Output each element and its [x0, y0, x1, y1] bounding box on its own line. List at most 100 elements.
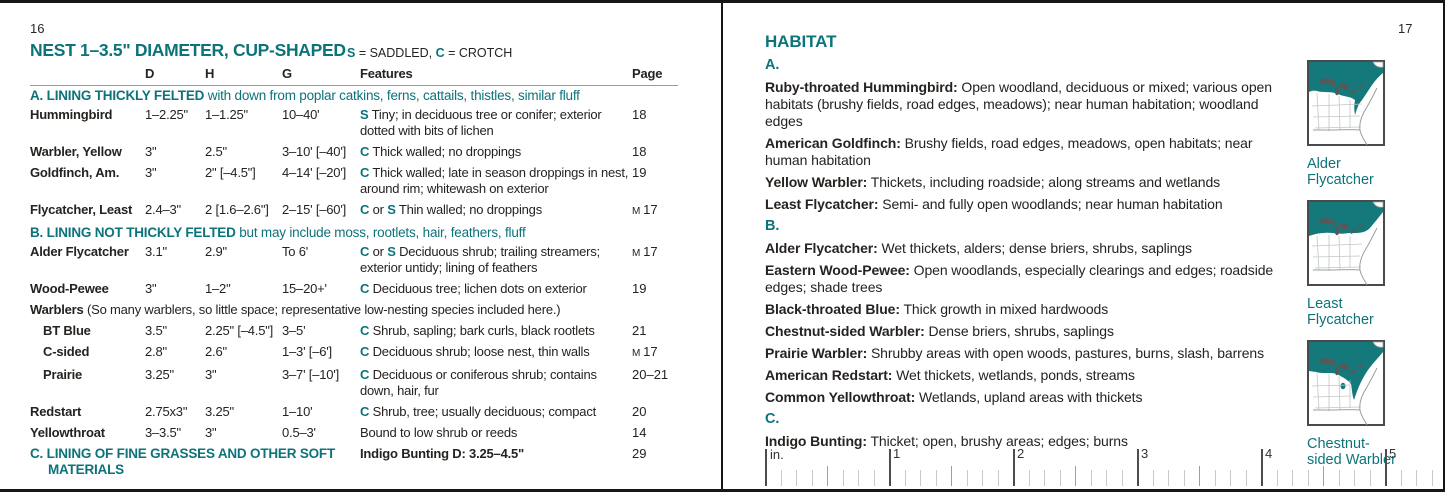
ruler-tick [1199, 466, 1200, 486]
dimension-d: 3–3.5" [145, 425, 181, 440]
nest-table: D H G Features Page A. LINING THICKLY FE… [30, 66, 678, 483]
page-ref: M 17 [632, 244, 658, 259]
column-header-g: G [282, 66, 292, 81]
dimension-h: 1–1.25" [205, 107, 248, 122]
ruler-tick [1323, 466, 1324, 486]
range-map-block-alder-flycatcher: Alder Flycatcher [1307, 60, 1417, 188]
species-name: BT Blue [43, 323, 91, 338]
dimension-h: 3" [205, 425, 217, 440]
table-row: Goldfinch, Am. 3" 2" [–4.5"] 4–14' [–20'… [30, 165, 678, 197]
ruler-tick [1276, 470, 1278, 486]
dimension-d: 2.75x3" [145, 404, 188, 419]
ruler-tick [1431, 470, 1433, 486]
ruler-tick [1183, 470, 1185, 486]
habitat-group-b-label: B. [765, 218, 780, 234]
ruler-tick [966, 470, 968, 486]
habitat-group-a-label: A. [765, 57, 780, 73]
features-cell: C or S Deciduous shrub; trailing streame… [360, 244, 600, 275]
range-map-least-flycatcher [1307, 200, 1385, 286]
dimension-h: 2 [1.6–2.6"] [205, 202, 269, 217]
features-cell: C Thick walled; no droppings [360, 144, 522, 159]
dimension-d: 3" [145, 144, 157, 159]
dimension-g: 0.5–3' [282, 425, 316, 440]
ruler-number: 4 [1265, 446, 1273, 461]
features-cell: C Deciduous or coniferous shrub; contain… [360, 367, 597, 398]
dimension-d: 3.1" [145, 244, 167, 259]
species-name: Prairie [43, 367, 83, 382]
column-header-features: Features [360, 66, 413, 81]
range-map-alder-flycatcher [1307, 60, 1385, 146]
table-row: Prairie 3.25" 3" 3–7' [–10'] C Deciduous… [30, 367, 678, 399]
species-name: Redstart [30, 404, 82, 419]
habitat-entry: American Redstart: Wet thickets, wetland… [765, 367, 1135, 383]
table-row: C-sided 2.8" 2.6" 1–3' [–6'] C Deciduous… [30, 344, 678, 362]
legend: S = SADDLED, C = CROTCH [347, 46, 513, 60]
ruler-tick [1168, 470, 1169, 486]
ruler-tick [1369, 470, 1371, 486]
ruler-tick [997, 470, 999, 486]
table-row: Wood-Pewee 3" 1–2" 15–20+' C Deciduous t… [30, 281, 678, 297]
page-ref: 19 [632, 281, 647, 296]
species-name: Flycatcher, Least [30, 202, 133, 217]
ruler-tick [765, 449, 767, 486]
table-row: Yellowthroat 3–3.5" 3" 0.5–3' Bound to l… [30, 425, 678, 441]
dimension-g: 2–15' [–60'] [282, 202, 347, 217]
dimension-d: 3.25" [145, 367, 174, 382]
species-name: Hummingbird [30, 107, 113, 122]
ruler-tick [982, 470, 983, 486]
ruler-tick [1059, 470, 1061, 486]
dimension-g: 1–3' [–6'] [282, 344, 332, 359]
ruler-tick [1121, 470, 1123, 486]
dimension-d: 1–2.25" [145, 107, 188, 122]
species-name: Goldfinch, Am. [30, 165, 120, 180]
species-name: Yellowthroat [30, 425, 105, 440]
habitat-entry: Ruby-throated Hummingbird: Open woodland… [765, 79, 1272, 129]
dimension-h: 2.25" [–4.5"] [205, 323, 274, 338]
ruler-tick [1090, 470, 1092, 486]
dimension-h: 1–2" [205, 281, 231, 296]
table-row: Warbler, Yellow 3" 2.5" 3–10' [–40'] C T… [30, 144, 678, 160]
habitat-entry: Prairie Warbler: Shrubby areas with open… [765, 345, 1264, 361]
ruler-tick [1307, 470, 1309, 486]
habitat-entry: American Goldfinch: Brushy fields, road … [765, 135, 1253, 168]
features-cell: C Deciduous shrub; loose nest, thin wall… [360, 344, 590, 359]
ruler-tick [1028, 470, 1030, 486]
table-row: BT Blue 3.5" 2.25" [–4.5"] 3–5' C Shrub,… [30, 323, 678, 339]
page-number-right: 17 [1398, 21, 1413, 36]
dimension-h: 3" [205, 367, 217, 382]
ruler-tick [1044, 470, 1045, 486]
features-cell: C Thick walled; late in season droppings… [360, 165, 629, 196]
ruler-tick [1416, 470, 1417, 486]
dimension-h: 2" [–4.5"] [205, 165, 256, 180]
dimension-g: 3–5' [282, 323, 306, 338]
dimension-g: 4–14' [–20'] [282, 165, 347, 180]
dimension-g: To 6' [282, 244, 309, 259]
section-heading-a: A. LINING THICKLY FELTED with down from … [30, 88, 580, 103]
dimension-d: 2.8" [145, 344, 167, 359]
page-ref: 14 [632, 425, 647, 440]
map-label: Alder Flycatcher [1307, 156, 1374, 188]
ruler-number: 5 [1389, 446, 1397, 461]
ruler-tick [842, 470, 844, 486]
habitat-entry: Least Flycatcher: Semi- and fully open w… [765, 196, 1223, 212]
species-name: Wood-Pewee [30, 281, 109, 296]
dimension-d: 3.5" [145, 323, 167, 338]
ruler-tick [1013, 449, 1015, 486]
habitat-entry: Chestnut-sided Warbler: Dense briers, sh… [765, 323, 1114, 339]
ruler-tick [889, 449, 891, 486]
habitat-entry: Black-throated Blue: Thick growth in mix… [765, 301, 1109, 317]
page-ref: 29 [632, 446, 647, 461]
page-ref: 18 [632, 144, 647, 159]
dimension-h: 2.6" [205, 344, 227, 359]
warblers-note: Warblers (So many warblers, so little sp… [30, 302, 561, 317]
dimension-h: 2.9" [205, 244, 227, 259]
ruler-tick [1354, 470, 1355, 486]
habitat-title: HABITAT [765, 32, 837, 51]
page-ref: M 17 [632, 344, 658, 359]
habitat-entry: Yellow Warbler: Thickets, including road… [765, 174, 1221, 190]
features-cell: S Tiny; in deciduous tree or conifer; ex… [360, 107, 602, 138]
range-map-block-least-flycatcher: Least Flycatcher [1307, 200, 1417, 328]
map-label: Least Flycatcher [1307, 296, 1374, 328]
table-row: Redstart 2.75x3" 3.25" 1–10' C Shrub, tr… [30, 404, 678, 420]
species-name: Warbler, Yellow [30, 144, 122, 159]
